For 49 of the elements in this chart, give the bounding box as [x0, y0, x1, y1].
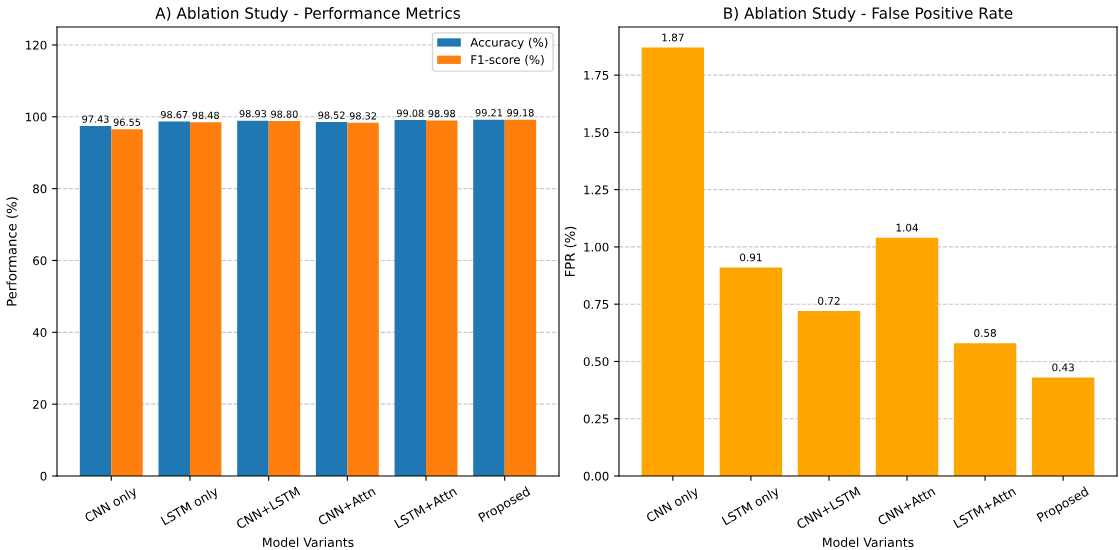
- chart-title: B) Ablation Study - False Positive Rate: [724, 7, 1013, 22]
- text: 98.98: [428, 109, 456, 118]
- x-axis-title: Model Variants: [823, 537, 914, 548]
- y-tick-label: 1.00: [584, 242, 609, 252]
- text: 98.52: [318, 111, 345, 119]
- y-tick-label: 1.75: [584, 70, 609, 80]
- text: 98.32: [349, 112, 377, 120]
- y-tick-label: 0.75: [583, 299, 609, 309]
- data-label: 0.72: [818, 297, 840, 305]
- bar: [953, 343, 1017, 476]
- x-axis-title: Model Variants: [263, 537, 354, 548]
- x-tick-label: CNN only: [83, 485, 140, 525]
- text: 98.67: [160, 110, 188, 119]
- y-tick-label: 0: [40, 471, 47, 481]
- y-axis-title: FPR (%): [564, 226, 577, 277]
- legend-label: Accuracy (%): [470, 37, 548, 50]
- y-tick-label: 1.50: [584, 128, 609, 138]
- data-label: 1.87: [662, 33, 684, 42]
- data-label: 0.91: [740, 253, 762, 262]
- bar: [797, 311, 861, 476]
- bar: [641, 47, 705, 476]
- y-tick-label: 120: [26, 40, 47, 50]
- y-tick-label: 1.25: [584, 185, 609, 195]
- bar: [719, 267, 783, 476]
- text: 99.08: [396, 109, 424, 117]
- x-tick-label: CNN only: [645, 485, 701, 525]
- y-tick-label: 0.50: [583, 357, 609, 367]
- data-label: 1.04: [896, 223, 919, 232]
- y-tick-label: 20: [33, 399, 47, 409]
- text: 98.93: [239, 110, 267, 118]
- legend-label: F1-score (%): [471, 54, 544, 66]
- y-tick-label: 40: [32, 328, 47, 337]
- y-tick-label: 0.00: [583, 471, 609, 481]
- text: 99.18: [507, 109, 534, 117]
- text: 96.55: [113, 118, 141, 126]
- text: 99.21: [475, 109, 502, 117]
- data-label: 0.58: [974, 329, 996, 337]
- bar: [875, 237, 939, 476]
- y-tick-label: 100: [26, 112, 47, 122]
- y-tick-label: 60: [33, 256, 47, 266]
- data-label: 0.43: [1052, 363, 1074, 372]
- text: 98.80: [271, 110, 298, 118]
- y-tick-label: 80: [33, 184, 47, 194]
- y-axis-title: Performance (%): [6, 197, 19, 306]
- chart-title: A) Ablation Study - Performance Metrics: [155, 7, 461, 22]
- text: 98.48: [192, 111, 219, 119]
- bar: [1031, 377, 1095, 476]
- text: 97.43: [82, 115, 109, 123]
- y-tick-label: 0.25: [583, 414, 609, 424]
